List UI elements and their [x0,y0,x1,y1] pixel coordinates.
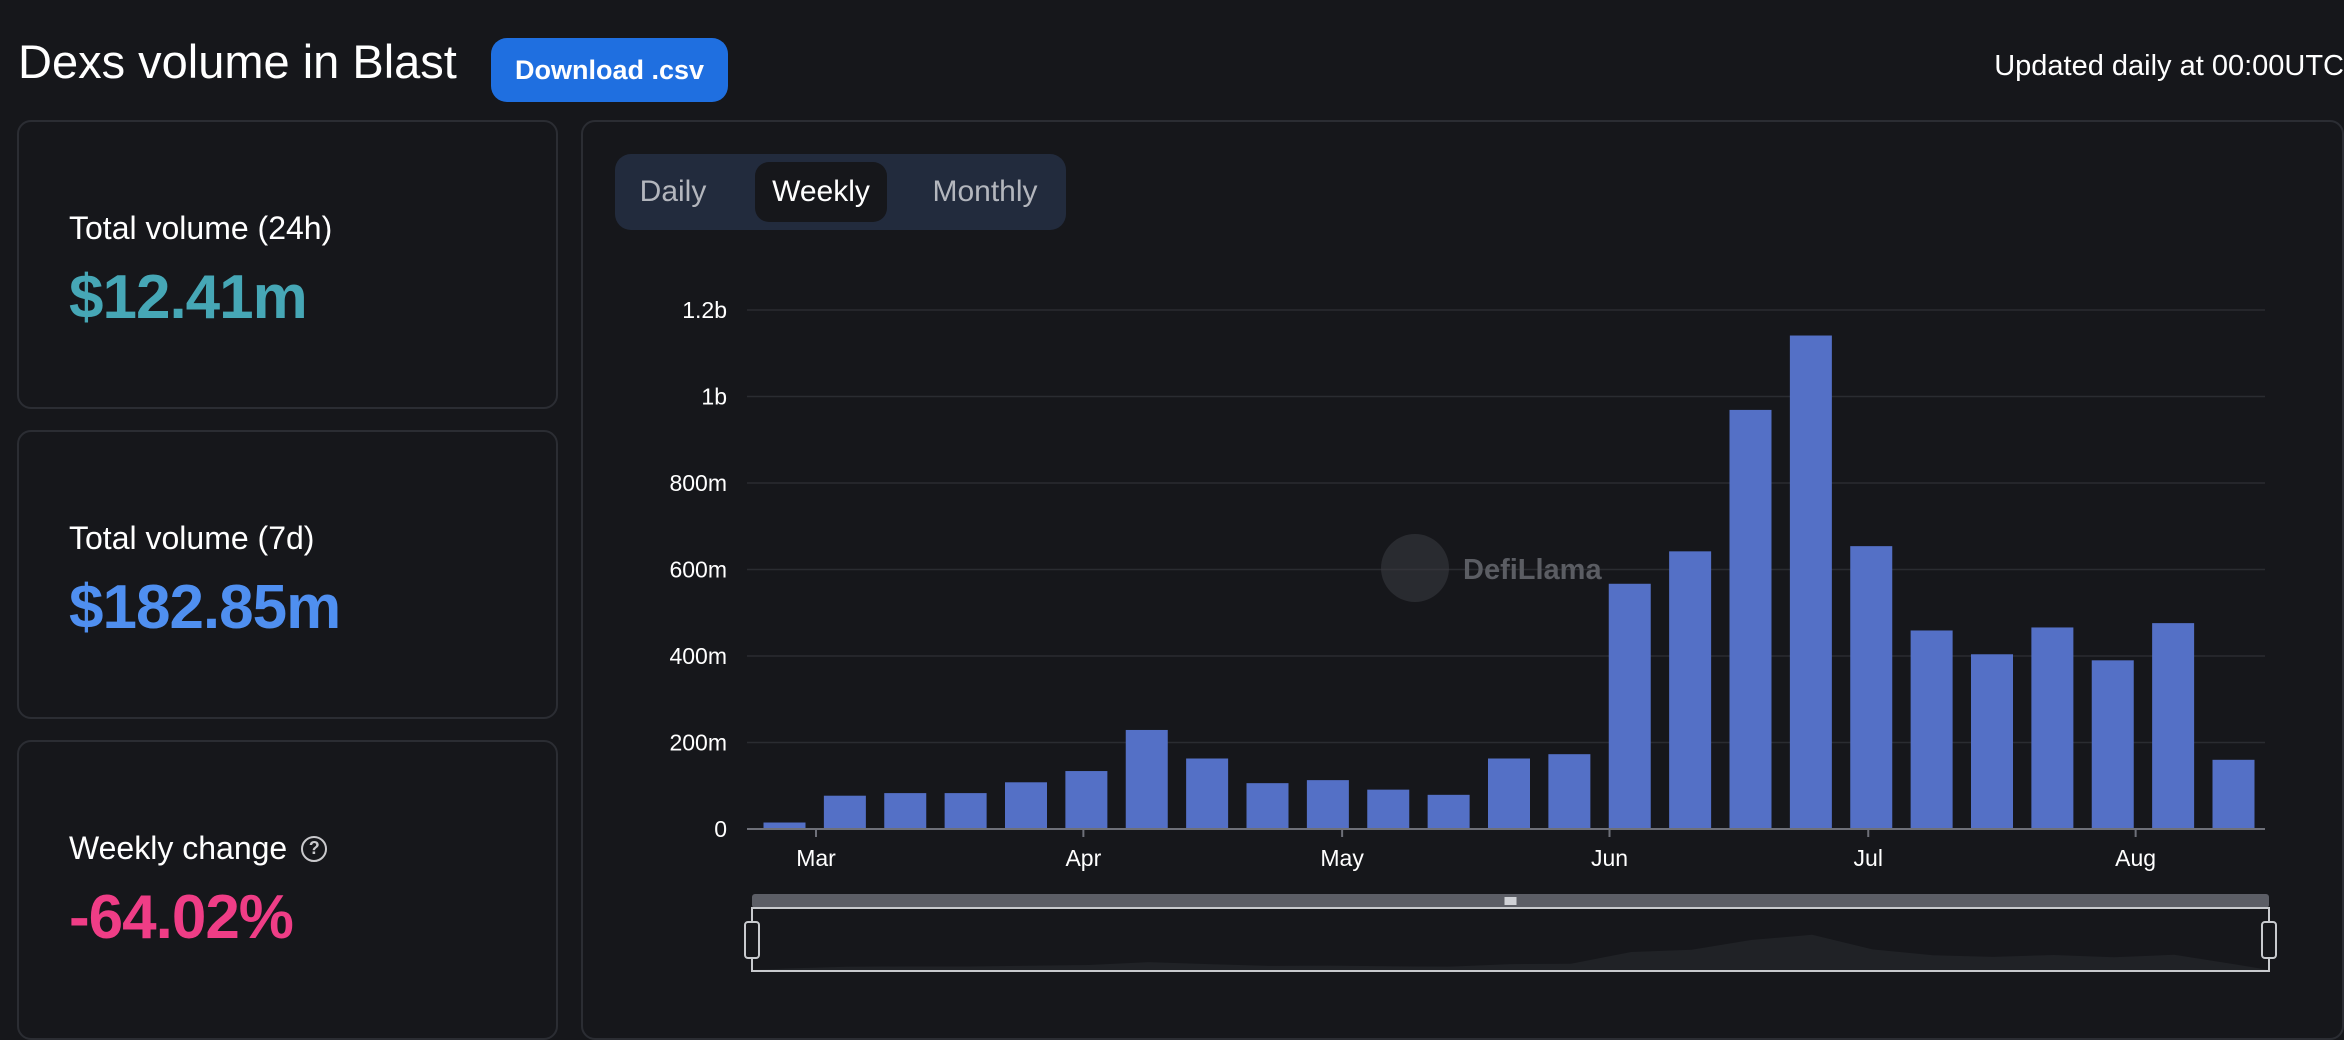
chart-bar [1186,758,1229,829]
x-tick-label: Aug [2115,845,2156,871]
tab-monthly[interactable]: Monthly [932,175,1038,208]
y-tick-label: 1.2b [682,297,727,323]
chart-bar [1548,754,1591,829]
updated-text: Updated daily at 00:00UTC [1994,50,2344,82]
chart-bar [763,822,806,829]
chart-bar [1005,782,1047,829]
chart-bar [884,793,927,829]
chart-bar [944,793,987,829]
chart-bar [1729,409,1772,829]
y-tick-label: 400m [669,643,727,669]
zoom-slider-grip-icon [1504,897,1517,905]
header: Dexs volume in Blast Download .csv Updat… [0,0,2344,120]
y-tick-label: 0 [714,816,727,842]
stat-value: -64.02% [69,883,294,952]
volume-bar-chart: 0 200m 400m 600m 800m 1b 1.2b DefiLlama Mar Apr Ma… [669,297,2277,972]
chart-bar [1910,630,1953,829]
chart-bar [1246,783,1289,829]
stat-label-row: Weekly change ? [69,830,328,867]
stat-label: Total volume (7d) [69,520,315,556]
period-tabs: Daily Weekly Monthly [615,154,1066,230]
chart-bar [1850,546,1893,829]
zoom-slider-right-handle[interactable] [2261,921,2277,959]
question-circle-icon[interactable]: ? [301,835,328,862]
download-csv-button[interactable]: Download .csv [491,38,728,102]
stat-value: $12.41m [69,263,308,332]
chart-bar [1488,758,1530,829]
chart-bar [2212,759,2255,829]
stat-label: Total volume (24h) [69,210,333,246]
defillama-watermark-logo [1381,534,1449,602]
chart-bar [1125,729,1168,829]
chart-bar [1608,583,1651,829]
chart-panel: Daily Weekly Monthly 0 200m 400m 600m 800m 1b… [581,120,2344,1040]
chart-bar [1367,789,1410,829]
x-tick-label: Mar [796,845,836,871]
zoom-slider-data-shadow [752,934,2269,970]
chart-bar [1669,551,1712,829]
y-tick-label: 600m [669,557,727,583]
chart-bar [823,795,866,829]
chart-bar [2091,660,2134,829]
page-title: Dexs volume in Blast [18,35,457,88]
tab-weekly[interactable]: Weekly [755,162,887,222]
tab-daily[interactable]: Daily [639,175,707,208]
stat-card-7d: Total volume (7d) $182.85m [17,430,558,719]
chart-bar [2031,627,2074,829]
watermark-text: DefiLlama [1463,554,1602,586]
chart-bar [2152,623,2195,829]
zoom-slider-left-handle[interactable] [744,921,760,959]
stat-label: Weekly change [69,830,288,866]
y-tick-label: 200m [669,730,727,756]
y-tick-label: 1b [701,384,727,410]
stat-card-weekly-change: Weekly change ? -64.02% [17,740,558,1040]
stat-card-24h: Total volume (24h) $12.41m [17,120,558,409]
stat-value: $182.85m [69,573,341,642]
y-tick-label: 800m [669,470,727,496]
x-tick-label: Jul [1854,845,1883,871]
chart-bar [1427,794,1470,829]
x-tick-label: May [1320,845,1364,871]
x-tick-label: Apr [1065,845,1101,871]
x-tick-label: Jun [1591,845,1628,871]
chart-bar [1065,771,1108,829]
chart-bar [1306,780,1349,829]
chart-bar [1971,654,2013,829]
chart-bar [1789,335,1832,829]
